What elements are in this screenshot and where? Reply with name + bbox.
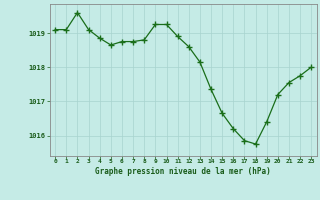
X-axis label: Graphe pression niveau de la mer (hPa): Graphe pression niveau de la mer (hPa) (95, 167, 271, 176)
